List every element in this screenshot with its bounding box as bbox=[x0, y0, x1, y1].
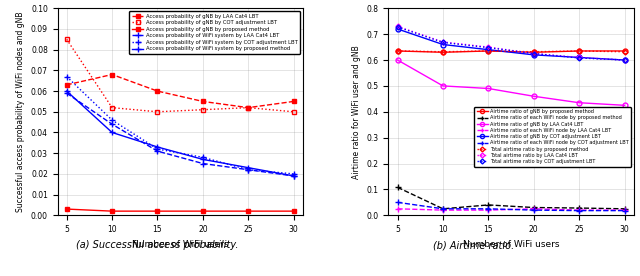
Text: (a) Successful access probability.: (a) Successful access probability. bbox=[76, 240, 238, 250]
Legend: Access probability of gNB by LAA Cat4 LBT, Access probability of gNB by COT adju: Access probability of gNB by LAA Cat4 LB… bbox=[129, 11, 300, 54]
Legend: Airtime ratio of gNB by proposed method, Airtime ratio of each WiFi node by prop: Airtime ratio of gNB by proposed method,… bbox=[474, 107, 631, 167]
Y-axis label: Airtime ratio for WiFi user and gNB: Airtime ratio for WiFi user and gNB bbox=[352, 45, 361, 179]
Y-axis label: Successful access probability of WiFi nodes and gNB: Successful access probability of WiFi no… bbox=[17, 12, 26, 212]
X-axis label: Number of WiFi users: Number of WiFi users bbox=[132, 240, 228, 249]
Text: (b) Airtime ratio.: (b) Airtime ratio. bbox=[433, 240, 514, 250]
X-axis label: Number of WiFi users: Number of WiFi users bbox=[463, 240, 559, 249]
